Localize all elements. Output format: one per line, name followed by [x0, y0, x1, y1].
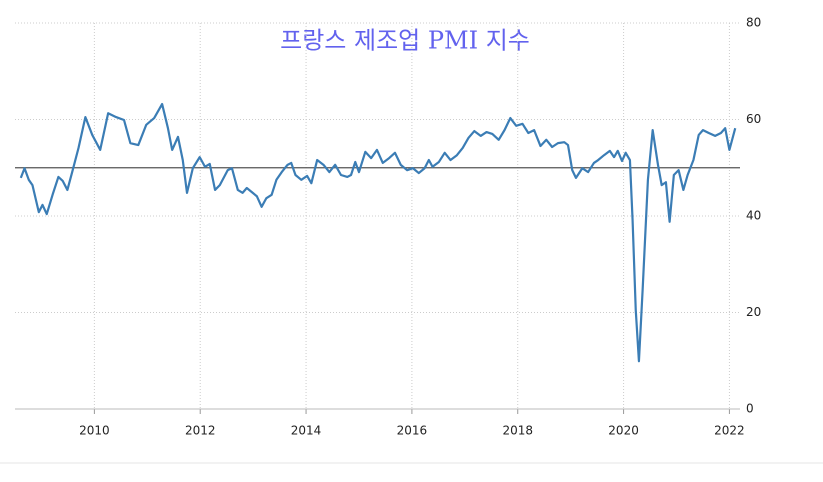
x-tick-label: 2010 — [79, 424, 110, 438]
x-tick-label: 2014 — [291, 424, 322, 438]
y-tick-label: 40 — [746, 209, 761, 223]
chart-title: 프랑스 제조업 PMI 지수 — [280, 27, 530, 55]
y-tick-label: 20 — [746, 305, 761, 319]
data-line — [19, 102, 737, 363]
y-tick-label: 60 — [746, 112, 761, 126]
x-tick-label: 2018 — [502, 424, 533, 438]
y-tick-label: 80 — [746, 16, 761, 30]
x-tick-label: 2022 — [714, 424, 745, 438]
x-tick-label: 2020 — [608, 424, 639, 438]
y-tick-label: 0 — [746, 402, 754, 416]
x-tick-label: 2016 — [397, 424, 428, 438]
x-tick-label: 2012 — [185, 424, 216, 438]
